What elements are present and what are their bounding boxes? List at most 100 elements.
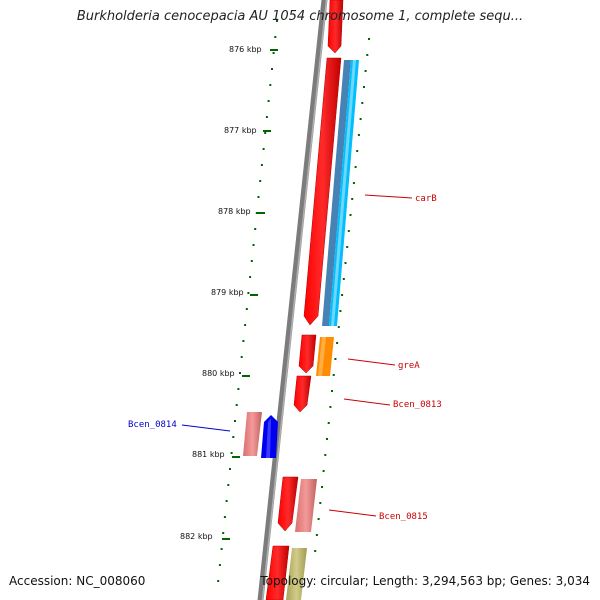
- label-Bcen_0813[interactable]: Bcen_0813: [343, 398, 442, 410]
- outer-dot: [314, 550, 317, 552]
- scale-tick-880: 880 kbp: [202, 369, 250, 378]
- outer-dot: [315, 534, 318, 536]
- gene-red-near-greA[interactable]: [298, 334, 317, 374]
- outer-dot: [363, 86, 365, 88]
- scale-dot: [265, 116, 268, 118]
- scale-label-878: 878 kbp: [218, 207, 251, 216]
- outer-dot: [346, 246, 349, 248]
- accession-text: Accession: NC_008060: [9, 574, 146, 588]
- outer-dot: [366, 54, 369, 56]
- gene-Bcen_0813[interactable]: [293, 375, 312, 413]
- scale-label-880: 880 kbp: [202, 369, 235, 378]
- outer-dot: [339, 310, 342, 312]
- scale-dot: [244, 324, 247, 326]
- scale-dot: [235, 404, 238, 406]
- outer-dot: [336, 342, 339, 344]
- scale-dot: [220, 548, 223, 550]
- outer-dot: [361, 102, 364, 104]
- outer-dot: [322, 470, 325, 472]
- outer-dot: [327, 422, 330, 424]
- gene-carB[interactable]: [303, 57, 342, 326]
- outer-dot: [344, 262, 347, 264]
- scale-dot: [255, 212, 258, 214]
- outer-dot: [334, 358, 337, 360]
- backbone-line: [257, 0, 328, 600]
- scale-dot: [250, 260, 253, 262]
- scale-dot: [229, 468, 231, 470]
- scale-label-877: 877 kbp: [224, 126, 257, 135]
- scale-dot: [222, 532, 225, 534]
- outer-dot: [337, 326, 340, 328]
- outer-dot: [332, 374, 335, 376]
- outer-dot: [341, 294, 344, 296]
- scale-dot: [264, 132, 267, 134]
- label-Bcen_0814-text: Bcen_0814: [128, 420, 177, 430]
- scale-dot: [272, 52, 275, 54]
- scale-dot-track: [217, 20, 278, 582]
- gene-red-bottom[interactable]: [265, 545, 290, 600]
- scale-dot: [217, 580, 220, 582]
- gene-top-red[interactable]: [327, 0, 344, 54]
- outer-dot: [354, 166, 357, 168]
- scale-dot: [269, 84, 272, 86]
- outer-dot: [368, 38, 370, 40]
- scale-dot: [262, 148, 265, 150]
- feature-carB-steel[interactable]: [322, 60, 351, 326]
- scale-dot: [276, 20, 278, 22]
- gene-Bcen_0814[interactable]: [261, 415, 278, 458]
- scale-tick-878: 878 kbp: [218, 207, 265, 216]
- scale-dot: [218, 564, 221, 566]
- outer-dot: [329, 406, 332, 408]
- scale-dot: [257, 196, 260, 198]
- outer-dot: [319, 502, 322, 504]
- outer-dot: [324, 454, 327, 456]
- outer-dot: [331, 390, 333, 392]
- outer-dot-track: [314, 38, 370, 552]
- outer-dot: [364, 70, 367, 72]
- label-greA[interactable]: greA: [347, 358, 420, 371]
- gene-greA[interactable]: [316, 337, 334, 376]
- scale-dot: [247, 292, 250, 294]
- scale-dot: [259, 180, 262, 182]
- scale-tick-877: 877 kbp: [224, 126, 271, 135]
- outer-dot: [357, 134, 360, 136]
- outer-dot: [351, 198, 354, 200]
- gene-pink-reverse[interactable]: [243, 412, 262, 456]
- scale-dot: [242, 340, 245, 342]
- scale-dot: [252, 244, 255, 246]
- outer-dot: [359, 118, 362, 120]
- scale-tick-882: 882 kbp: [180, 532, 230, 541]
- scale-label-879: 879 kbp: [211, 288, 244, 297]
- scale-dot: [240, 356, 243, 358]
- scale-dot: [237, 388, 240, 390]
- scale-tick-881: 881 kbp: [192, 450, 240, 459]
- label-Bcen_0814[interactable]: Bcen_0814: [128, 420, 231, 432]
- scale-dot: [234, 420, 236, 422]
- scale-dot: [225, 500, 228, 502]
- scale-tick-876: 876 kbp: [229, 45, 278, 54]
- gene-khaki-bottom[interactable]: [286, 548, 307, 600]
- scale-dot: [271, 68, 273, 70]
- gene-Bcen_0815[interactable]: [295, 479, 317, 532]
- scale-tick-879: 879 kbp: [211, 288, 258, 297]
- scale-dot: [239, 372, 241, 374]
- backbone-highlight: [261, 0, 328, 600]
- feature-carB-sky[interactable]: [329, 60, 359, 326]
- scale-dot: [230, 452, 233, 454]
- scale-label-876: 876 kbp: [229, 45, 262, 54]
- outer-dot: [317, 518, 320, 520]
- outer-dot: [347, 230, 350, 232]
- label-carB[interactable]: carB: [364, 194, 437, 204]
- label-Bcen_0813-text: Bcen_0813: [393, 400, 442, 410]
- label-Bcen_0815-text: Bcen_0815: [379, 512, 428, 522]
- scale-dot: [245, 308, 248, 310]
- scale-dot: [274, 36, 277, 38]
- scale-dot: [249, 276, 252, 278]
- outer-dot: [326, 438, 328, 440]
- outer-dot: [352, 182, 355, 184]
- map-title: Burkholderia cenocepacia AU 1054 chromos…: [76, 9, 524, 24]
- label-Bcen_0815[interactable]: Bcen_0815: [328, 509, 428, 522]
- gene-red-lower[interactable]: [277, 476, 299, 532]
- scale-dot: [223, 516, 226, 518]
